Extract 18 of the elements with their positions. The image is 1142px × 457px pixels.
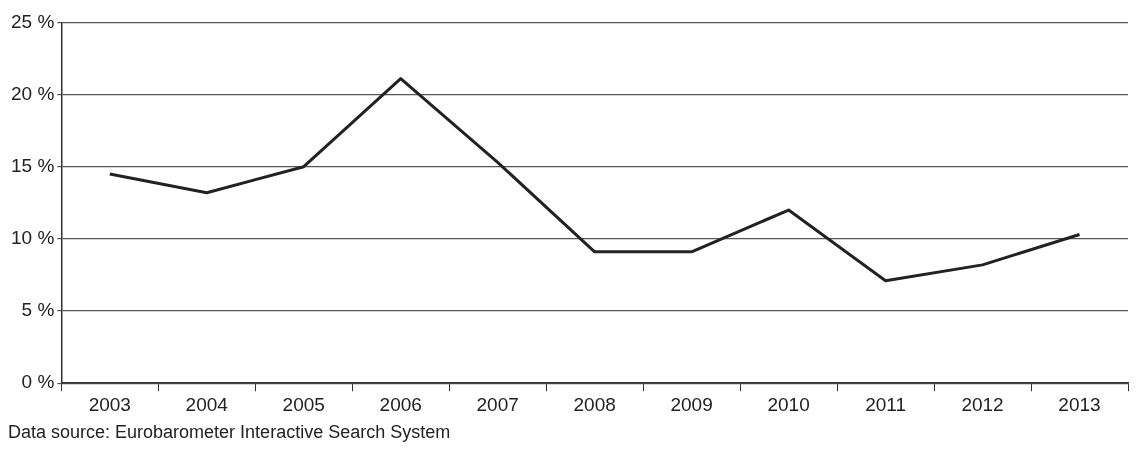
y-tick-label: 0 % xyxy=(21,371,55,393)
x-tick-label: 2005 xyxy=(282,393,325,415)
y-tick-label: 20 % xyxy=(10,82,55,104)
x-tick-label: 2012 xyxy=(961,393,1004,415)
x-tick-label: 2010 xyxy=(767,393,810,415)
x-tick-label: 2007 xyxy=(476,393,519,415)
x-tick-label: 2006 xyxy=(379,393,422,415)
y-tick-label: 10 % xyxy=(10,227,55,249)
x-tick-label: 2008 xyxy=(573,393,616,415)
y-tick-label: 25 % xyxy=(10,10,55,32)
source-note: Data source: Eurobarometer Interactive Search System xyxy=(8,422,452,443)
x-tick-label: 2013 xyxy=(1058,393,1101,415)
y-tick-label: 15 % xyxy=(10,154,55,176)
x-tick-label: 2011 xyxy=(865,393,906,415)
x-tick-label: 2003 xyxy=(88,393,131,415)
x-tick-label: 2009 xyxy=(670,393,713,415)
y-tick-label: 5 % xyxy=(21,299,55,321)
x-tick-label: 2004 xyxy=(185,393,229,415)
